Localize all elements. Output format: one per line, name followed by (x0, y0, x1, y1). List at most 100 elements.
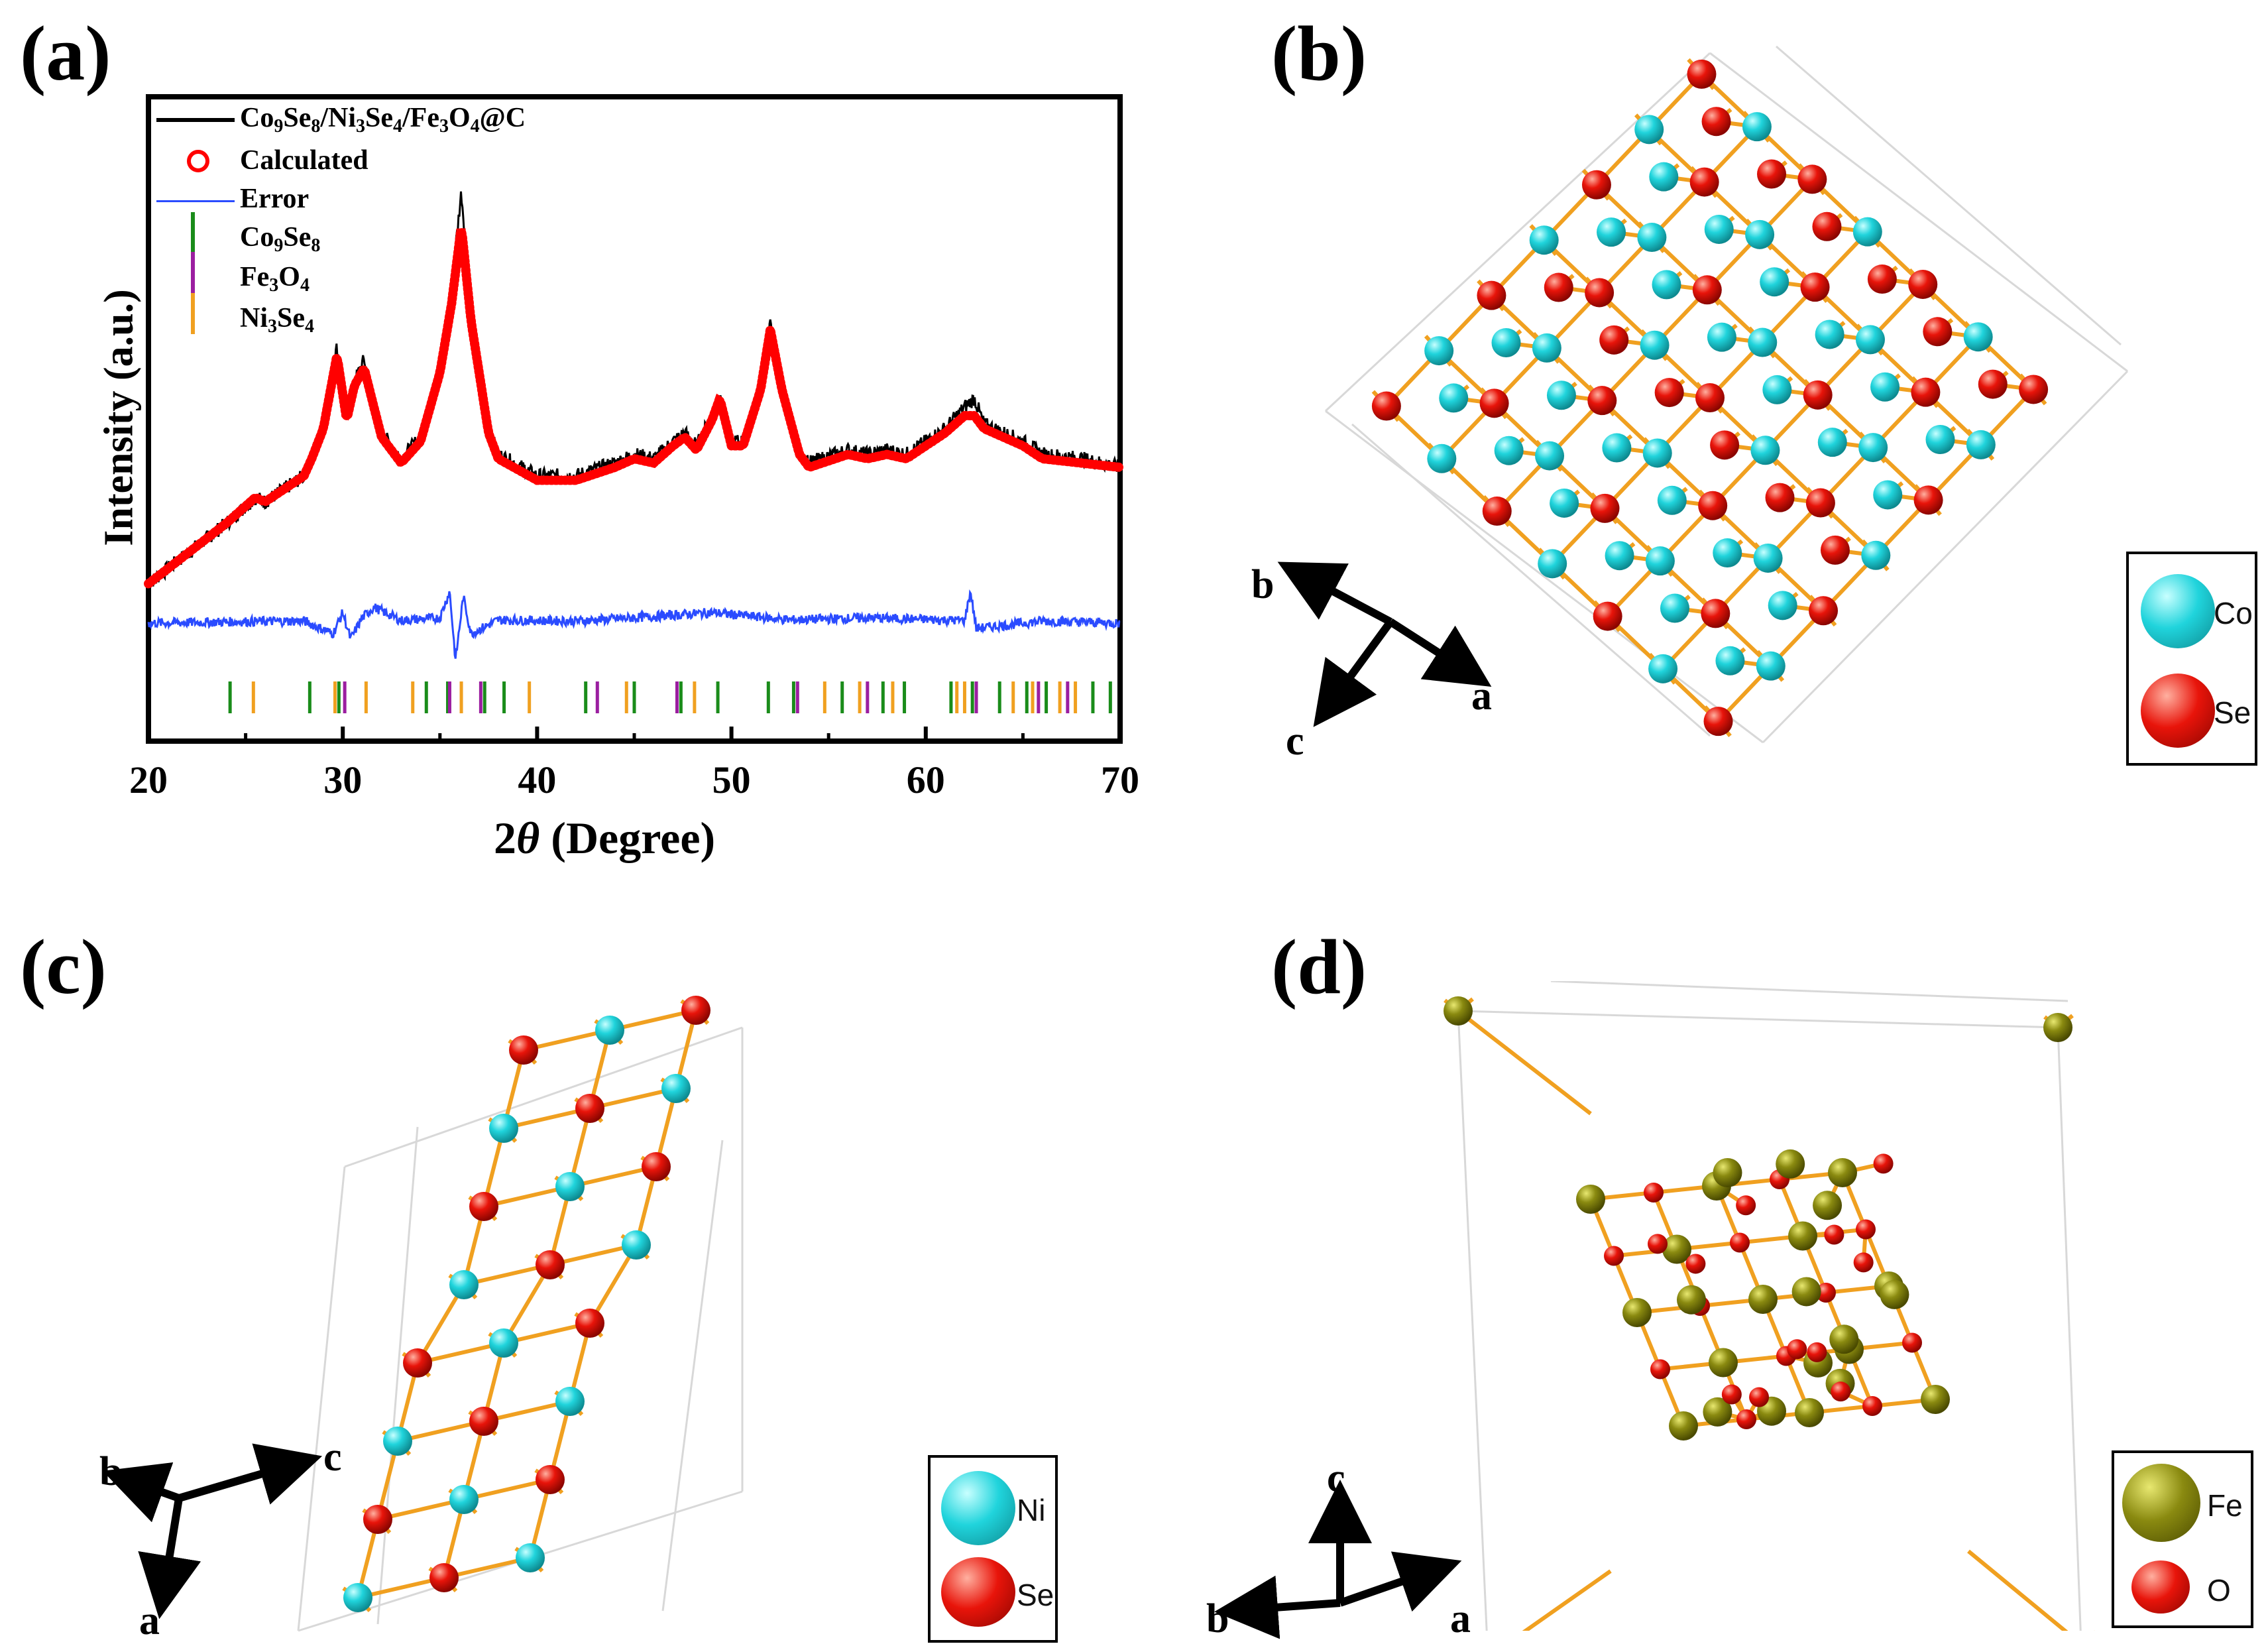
legend-entry: Co9Se8 (156, 212, 620, 256)
bond (483, 1399, 571, 1423)
atom (2043, 1013, 2072, 1042)
atom (489, 1328, 518, 1358)
bond (1457, 1009, 1592, 1116)
legend-symbol (191, 293, 195, 334)
axis-label-b-d: b (1206, 1596, 1229, 1641)
bond (569, 1165, 657, 1189)
atom (1701, 107, 1731, 137)
bond (416, 1283, 466, 1364)
atom (1800, 272, 1830, 302)
unit-cell-edge (2057, 1027, 2082, 1631)
atom (1538, 549, 1567, 579)
atom (1640, 330, 1670, 360)
atom (469, 1192, 498, 1221)
atom (1648, 1234, 1668, 1254)
element-legend-b: Co Se (2126, 552, 2257, 766)
atom (1644, 1183, 1664, 1203)
atom (1797, 164, 1827, 194)
atom (595, 1016, 624, 1045)
atom (1599, 325, 1629, 355)
element-label-co: Co (2214, 596, 2253, 630)
atom (1795, 1398, 1824, 1427)
atom (1703, 1397, 1732, 1427)
atom (1812, 211, 1842, 241)
atom (2019, 375, 2049, 404)
atom (1544, 272, 1573, 302)
structure-b (1324, 45, 2129, 744)
bond (377, 1498, 465, 1521)
atom (1477, 280, 1506, 310)
bond (502, 1264, 552, 1344)
atom (1587, 386, 1617, 416)
x-axis-title-prefix: 2 (494, 813, 516, 863)
atom (1494, 436, 1524, 465)
atom (1824, 1224, 1844, 1245)
atom (383, 1427, 412, 1456)
atom (1676, 1285, 1706, 1315)
atom (1921, 1385, 1950, 1414)
unit-cell-edge (1325, 410, 1764, 744)
atom (1809, 596, 1839, 626)
unit-cell-edge (376, 1126, 419, 1625)
bond (443, 1556, 531, 1580)
bond (549, 1243, 637, 1267)
atom (1756, 651, 1786, 681)
atom (1701, 599, 1730, 628)
bond (503, 1321, 591, 1345)
atom (555, 1172, 585, 1201)
atom (1923, 317, 1953, 347)
axis-label-c-c: c (323, 1435, 342, 1480)
atom (1482, 497, 1512, 526)
structure-b-lattice (1324, 45, 2129, 744)
o-atom-icon (2131, 1560, 2190, 1614)
atom (1730, 1232, 1750, 1253)
unit-cell-edge (1457, 1010, 1488, 1631)
x-tick-label: 60 (907, 758, 945, 801)
fe-atom-icon (2122, 1464, 2200, 1542)
atom (1815, 320, 1844, 349)
atom (1760, 267, 1789, 297)
bond (589, 1087, 677, 1110)
legend-symbol (191, 252, 195, 293)
panel-label-d: (d) (1271, 923, 1367, 1010)
atom (1852, 217, 1882, 247)
xrd-chart: 20 30 40 50 60 70 (129, 94, 1139, 801)
atom (1803, 380, 1833, 410)
atom (1828, 1158, 1857, 1187)
atom (1856, 1219, 1876, 1240)
atom (1654, 378, 1684, 408)
atom (1585, 278, 1615, 308)
atom (1660, 593, 1689, 623)
atom (1913, 485, 1943, 515)
unit-cell-edge (344, 1026, 743, 1168)
atom (1657, 485, 1687, 515)
atom (1546, 381, 1576, 410)
atom (1650, 1359, 1670, 1380)
x-tick-label: 40 (518, 758, 556, 801)
atom (1925, 425, 1955, 455)
atom (1687, 59, 1717, 89)
axis-label-b-c: b (99, 1449, 122, 1494)
ni-atom-icon (941, 1471, 1015, 1545)
atom (1870, 372, 1900, 402)
atom (642, 1152, 671, 1181)
axis-arrow-a (1388, 618, 1492, 687)
atom (1444, 996, 1473, 1026)
element-label-o: O (2207, 1573, 2231, 1608)
atom (1698, 491, 1728, 520)
atom (1529, 225, 1559, 255)
axis-label-a: a (1471, 674, 1492, 719)
atom (1762, 375, 1792, 404)
axis-arrow-b (1277, 561, 1392, 626)
atom (516, 1543, 545, 1572)
x-axis-title: 2θ (Degree) (494, 812, 715, 864)
axes-triad-c: b c a (99, 1435, 342, 1643)
axis-label-c-d: c (1327, 1458, 1345, 1501)
atom (1757, 159, 1787, 189)
bond (588, 1244, 638, 1324)
atom (1829, 1324, 1859, 1354)
element-legend-c: Ni Se (928, 1455, 1058, 1643)
atom (1604, 1246, 1624, 1266)
atom (536, 1250, 565, 1279)
atom (1776, 1149, 1805, 1179)
